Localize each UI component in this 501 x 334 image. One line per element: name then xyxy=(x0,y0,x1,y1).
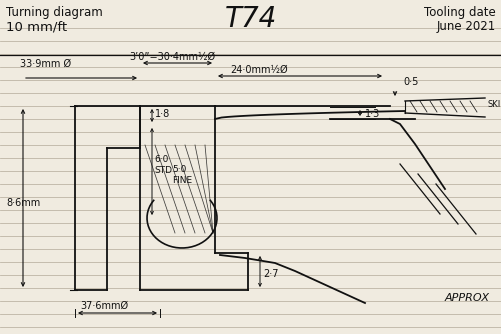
Text: 37·6mmØ: 37·6mmØ xyxy=(80,301,128,311)
Text: Tooling date: Tooling date xyxy=(423,6,495,19)
Text: 24·0mm½Ø: 24·0mm½Ø xyxy=(229,65,287,75)
Text: Turning diagram: Turning diagram xyxy=(6,6,103,19)
Text: T74: T74 xyxy=(224,5,277,33)
Text: 6·0
STD: 6·0 STD xyxy=(154,155,172,175)
Text: 8·6mm: 8·6mm xyxy=(6,198,40,208)
Text: APPROX: APPROX xyxy=(444,293,489,303)
Text: 33·9mm Ø: 33·9mm Ø xyxy=(20,59,71,69)
Text: 3’0”=30·4mm½Ø: 3’0”=30·4mm½Ø xyxy=(129,52,214,62)
Text: 1·8: 1·8 xyxy=(155,109,170,119)
Text: 0·5: 0·5 xyxy=(402,77,417,87)
Text: 10 mm/ft: 10 mm/ft xyxy=(6,20,67,33)
Text: June 2021: June 2021 xyxy=(436,20,495,33)
Text: SKIM: SKIM xyxy=(487,100,501,109)
Text: 5·0
FINE: 5·0 FINE xyxy=(172,165,192,185)
Text: 1·3: 1·3 xyxy=(364,109,379,119)
Text: 2·7: 2·7 xyxy=(263,269,278,279)
